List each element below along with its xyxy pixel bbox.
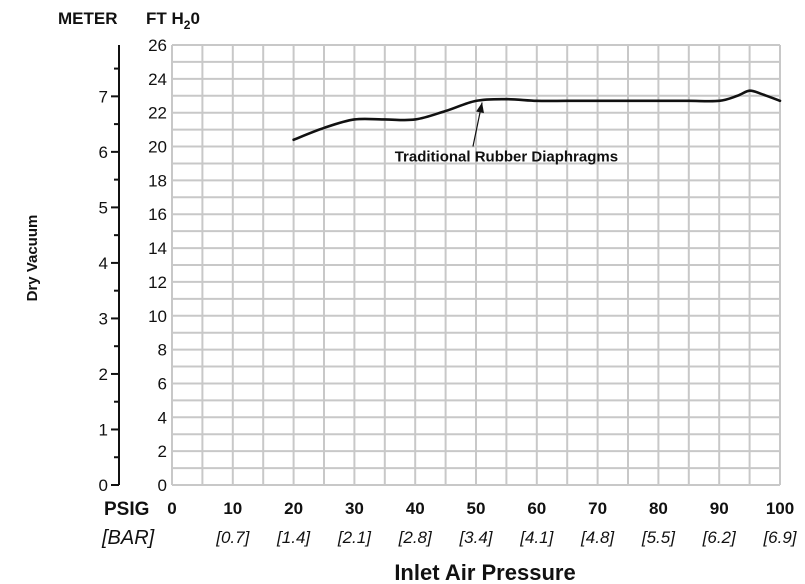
ft-tick-label: 22 [148,104,167,123]
ft-tick-label: 6 [158,374,167,393]
bar-tick-label: [1.4] [276,528,311,547]
series-lines [292,89,782,142]
bar-unit-label: [BAR] [101,527,155,549]
x-tick-label: 40 [406,499,425,518]
ft-tick-label: 12 [148,273,167,292]
annotation-label: Traditional Rubber Diaphragms [395,149,618,166]
x-tick-label: 30 [345,499,364,518]
meter-tick-label: 1 [99,420,108,439]
ft-tick-label: 2 [158,442,167,461]
ft-tick-label: 20 [148,138,167,157]
bar-tick-label: [2.8] [398,528,433,547]
meter-tick-label: 7 [99,87,108,106]
ft-tick-label: 24 [148,70,167,89]
bar-tick-label: [6.9] [762,528,797,547]
x-tick-label: 50 [467,499,486,518]
bar-tick-label: [0.7] [215,528,250,547]
series-annotation: Traditional Rubber Diaphragms [395,102,618,166]
meter-tick-label: 3 [99,309,108,328]
x-tick-label: 20 [284,499,303,518]
meter-unit-label: METER [58,9,118,28]
ft-tick-label: 26 [148,36,167,55]
meter-tick-label: 0 [99,476,108,495]
annotation-arrow-head [476,102,484,114]
ft-tick-label: 14 [148,239,167,258]
meter-tick-label: 5 [99,198,108,217]
meter-tick-label: 6 [99,143,108,162]
series-line [292,89,782,142]
psig-unit-label: PSIG [104,499,149,520]
x-tick-label: 100 [766,499,794,518]
meter-axis: 0 1 2 3 4 5 6 7 [99,45,120,495]
bar-tick-label: [4.8] [580,528,615,547]
meter-tick-label: 2 [99,365,108,384]
x-tick-label: 60 [527,499,546,518]
ft-tick-label: 4 [158,408,167,427]
bar-tick-label: [2.1] [337,528,372,547]
x-tick-labels: 0 10 20 30 40 50 60 70 80 90 100 [0.7] [1.4] [2.1] [2.… [167,499,798,547]
ft-tick-label: 0 [158,476,167,495]
y-axis-title: Dry Vacuum [24,215,41,302]
x-tick-label: 80 [649,499,668,518]
grid [171,44,781,486]
ft-tick-label: 8 [158,341,167,360]
ft-tick-label: 18 [148,171,167,190]
ft-tick-label: 10 [148,307,167,326]
bar-tick-label: [4.1] [519,528,554,547]
ft-unit-label: FT H20 [146,9,200,32]
meter-tick-label: 4 [99,254,108,273]
x-tick-label: 70 [588,499,607,518]
ft-tick-label: 16 [148,205,167,224]
x-axis-title: Inlet Air Pressure [394,560,575,584]
x-tick-label: 10 [223,499,242,518]
bar-tick-label: [6.2] [702,528,737,547]
bar-tick-label: [3.4] [458,528,493,547]
x-tick-label: 0 [167,499,176,518]
x-tick-label: 90 [710,499,729,518]
bar-tick-label: [5.5] [641,528,676,547]
